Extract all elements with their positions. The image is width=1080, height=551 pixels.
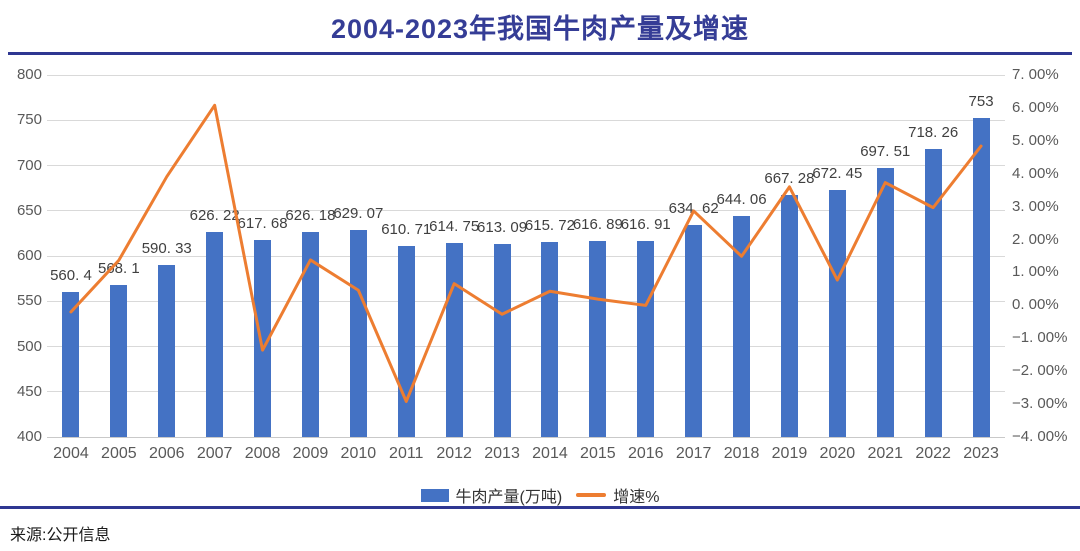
source-text: 来源:公开信息 <box>10 527 111 544</box>
x-axis-tick-label: 2005 <box>101 445 137 462</box>
right-axis-tick-label: 1. 00% <box>1012 263 1059 281</box>
x-axis-tick-label: 2021 <box>867 445 904 462</box>
x-axis-tick-label: 2023 <box>963 445 999 462</box>
right-axis-tick-label: −1. 00% <box>1012 329 1068 347</box>
legend-line-swatch-icon <box>576 493 607 497</box>
right-axis-tick-label: −4. 00% <box>1012 428 1068 445</box>
bar-data-label: 629. 07 <box>333 204 384 222</box>
x-axis-tick-label: 2009 <box>292 445 329 462</box>
legend-bars-label: 牛肉产量(万吨) <box>455 489 563 506</box>
bar-beef-production <box>301 232 319 437</box>
bar-beef-production <box>685 224 703 437</box>
left-axis-tick-label: 700 <box>16 156 42 174</box>
bar-beef-production <box>733 216 751 437</box>
bar-data-label: 718. 26 <box>908 123 959 141</box>
bar-data-label: 753 <box>968 92 994 110</box>
bar-data-label: 672. 45 <box>812 165 863 183</box>
bar-beef-production <box>62 291 80 437</box>
title-divider-line <box>8 52 1072 55</box>
bottom-divider-line <box>0 506 1080 509</box>
bar-beef-production <box>828 190 846 437</box>
gridline <box>47 119 1005 121</box>
bar-beef-production <box>589 240 607 437</box>
bar-data-label: 697. 51 <box>860 142 911 160</box>
bar-data-label: 590. 33 <box>141 239 192 257</box>
gridline <box>47 300 1005 302</box>
bar-beef-production <box>445 242 463 437</box>
bar-beef-production <box>972 117 990 437</box>
right-axis-tick-label: 6. 00% <box>1012 98 1059 116</box>
chart-title: 2004-2023年我国牛肉产量及增速 <box>330 14 750 44</box>
gridline <box>47 74 1005 76</box>
right-axis-tick-label: −2. 00% <box>1012 362 1068 380</box>
legend-line-label: 增速% <box>613 489 660 506</box>
left-axis-tick-label: 550 <box>16 292 42 310</box>
bar-beef-production <box>397 246 415 437</box>
bar-beef-production <box>110 284 128 437</box>
right-axis-tick-label: 2. 00% <box>1012 230 1059 248</box>
chart-legend: 牛肉产量(万吨) 增速% <box>0 483 1080 507</box>
left-axis-tick-label: 500 <box>16 337 42 355</box>
right-axis-tick-label: −3. 00% <box>1012 395 1068 413</box>
right-axis-tick-label: 4. 00% <box>1012 164 1059 182</box>
left-axis-tick-label: 400 <box>16 428 42 445</box>
gridline <box>47 391 1005 393</box>
x-axis-tick-label: 2015 <box>580 445 616 462</box>
x-axis-tick-label: 2016 <box>627 445 664 462</box>
x-axis-tick-label: 2011 <box>389 445 424 462</box>
left-axis-tick-label: 650 <box>16 201 42 219</box>
bar-data-label: 616. 91 <box>620 215 671 233</box>
x-axis-tick-label: 2010 <box>340 445 377 462</box>
bar-beef-production <box>637 240 655 437</box>
bar-data-label: 644. 06 <box>716 191 767 209</box>
bar-beef-production <box>541 241 559 437</box>
bar-beef-production <box>349 229 367 437</box>
bar-beef-production <box>158 264 176 437</box>
left-axis-tick-label: 750 <box>16 111 42 129</box>
x-axis-line <box>47 436 1005 438</box>
bar-beef-production <box>206 232 224 437</box>
left-axis-tick-label: 600 <box>16 247 42 264</box>
bar-beef-production <box>493 244 511 437</box>
right-axis-tick-label: 0. 00% <box>1012 296 1059 314</box>
x-axis-tick-label: 2013 <box>484 445 520 462</box>
bar-beef-production <box>924 148 942 437</box>
x-axis-tick-label: 2004 <box>53 445 89 462</box>
left-axis-tick-label: 450 <box>16 382 42 400</box>
legend-bar-swatch-icon <box>420 488 449 502</box>
left-axis-tick-label: 800 <box>16 66 42 83</box>
gridline <box>47 346 1005 347</box>
x-axis-tick-label: 2022 <box>915 445 951 462</box>
x-axis-tick-label: 2008 <box>244 445 281 462</box>
x-axis-tick-label: 2018 <box>723 445 760 462</box>
x-axis-tick-label: 2012 <box>436 445 472 462</box>
x-axis-tick-label: 2020 <box>819 445 856 462</box>
x-axis-tick-label: 2014 <box>532 445 568 462</box>
right-axis-tick-label: 3. 00% <box>1012 197 1059 215</box>
bar-beef-production <box>254 239 272 437</box>
x-axis-tick-label: 2019 <box>771 445 808 462</box>
x-axis-tick-label: 2007 <box>196 445 233 462</box>
right-axis-tick-label: 7. 00% <box>1012 66 1059 83</box>
bar-data-label: 568. 1 <box>97 259 140 277</box>
right-axis-tick-label: 5. 00% <box>1012 131 1059 149</box>
x-axis-tick-label: 2006 <box>148 445 185 462</box>
bar-beef-production <box>876 167 894 437</box>
bar-beef-production <box>780 195 798 437</box>
x-axis-tick-label: 2017 <box>675 445 712 462</box>
